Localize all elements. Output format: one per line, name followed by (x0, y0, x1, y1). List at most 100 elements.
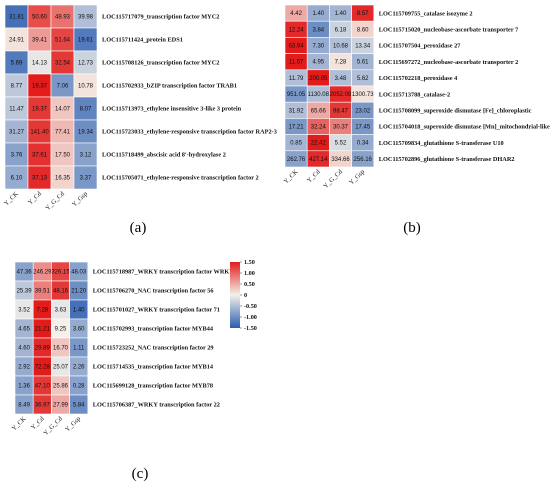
column-label: Y_Cd (30, 415, 46, 431)
cell-value-label: 3.37 (80, 176, 92, 182)
cell-value-label: 30.37 (333, 125, 349, 131)
cell-value-label: 11.57 (289, 60, 304, 66)
column-label: Y_Cd (27, 190, 43, 206)
cell-value-label: 17.45 (355, 125, 371, 131)
cell-value-label: 47.36 (17, 270, 33, 276)
row-label: LOC115711424_protein EDS1 (102, 37, 183, 44)
cell-value-label: 427.14 (309, 157, 328, 163)
row-label: LOC115704018_superoxide dismutase [Mn]_m… (379, 124, 550, 131)
cell-value-label: 21.21 (35, 327, 51, 333)
cell-value-label: 8.57 (357, 11, 369, 17)
cell-value-label: 36.97 (35, 403, 51, 409)
cell-value-label: 262.76 (287, 157, 306, 163)
row-label: LOC115702218_peroxidase 4 (379, 75, 458, 82)
colorbar-tick-label: 0.50 (244, 281, 255, 288)
cell-value-label: 141.40 (30, 130, 49, 136)
cell-value-label: 7.30 (312, 44, 324, 50)
column-label: Y_CK (3, 190, 20, 207)
colorbar-gradient (230, 262, 240, 328)
row-label: LOC115702993_transcription factor MYB44 (93, 326, 214, 333)
row-label: LOC115702933_bZIP transcription factor T… (102, 83, 237, 90)
cell-value-label: 1.40 (312, 11, 324, 17)
cell-value-label: 3.84 (312, 27, 324, 33)
cell-value-label: 25.07 (53, 365, 69, 371)
cell-value-label: 5.84 (73, 403, 85, 409)
column-label: Y_G_Cd (42, 415, 64, 437)
cell-value-label: 77.41 (55, 130, 71, 136)
cell-value-label: 0.34 (357, 141, 369, 147)
cell-value-label: 51.64 (55, 38, 71, 44)
row-label: LOC115708099_superoxide dismutase [Fe]_c… (379, 108, 532, 115)
row-label: LOC115701027_WRKY transcription factor 7… (93, 307, 220, 314)
cell-value-label: 4.60 (18, 346, 30, 352)
heatmap-cell (351, 150, 375, 168)
row-label: LOC115706387_WRKY transcription factor 2… (93, 402, 220, 409)
panel-label: (c) (132, 466, 149, 482)
cell-value-label: 48.16 (53, 289, 69, 295)
cell-value-label: 8.07 (80, 107, 92, 113)
row-label: LOC115718987_WRKY transcription factor W… (93, 269, 241, 276)
cell-value-label: 2.92 (18, 365, 30, 371)
cell-value-label: 3.60 (73, 327, 85, 333)
cell-value-label: 98.47 (333, 108, 349, 114)
cell-value-label: 11.47 (9, 107, 24, 113)
colorbar-tick-label: -0.50 (244, 303, 257, 310)
row-label: LOC115707504_peroxidase 27 (379, 43, 461, 50)
cell-value-label: 200.05 (309, 76, 328, 82)
cell-value-label: 11.79 (289, 76, 304, 82)
cell-value-label: 63.94 (289, 44, 305, 50)
heatmap-cell (69, 394, 89, 415)
cell-value-label: 3.52 (18, 308, 30, 314)
cell-value-label: 7.28 (36, 308, 48, 314)
cell-value-label: 31.27 (9, 130, 25, 136)
cell-value-label: 72.28 (35, 365, 51, 371)
row-label: LOC115709755_catalase isozyme 2 (379, 10, 473, 17)
cell-value-label: 27.99 (53, 403, 69, 409)
cell-value-label: 0.85 (290, 141, 302, 147)
cell-value-label: 12.73 (78, 61, 94, 67)
cell-value-label: 1.40 (335, 11, 347, 17)
row-label: LOC115706270_NAC transcription factor 56 (93, 288, 214, 295)
heatmap-cell (73, 165, 98, 190)
cell-value-label: 3.12 (80, 153, 92, 159)
cell-value-label: 8.49 (18, 403, 30, 409)
row-label: LOC115717079_transcription factor MYC2 (102, 14, 219, 21)
cell-value-label: 1.11 (73, 346, 85, 352)
row-label: LOC115708126_transcription factor MYC2 (102, 60, 219, 67)
cell-value-label: 32.24 (311, 125, 327, 131)
row-label: LOC115723033_ethylene-responsive transcr… (102, 129, 277, 136)
cell-value-label: 1.40 (73, 308, 85, 314)
cell-value-label: 14.07 (55, 107, 71, 113)
cell-value-label: 16.35 (55, 176, 71, 182)
cell-value-label: 6.18 (335, 27, 347, 33)
cell-value-label: 1300.73 (352, 92, 374, 98)
cell-value-label: 5.62 (357, 76, 369, 82)
cell-value-label: 37.61 (32, 153, 48, 159)
cell-value-label: 326.15 (51, 270, 70, 276)
column-label: Y_G_Cd (322, 168, 344, 190)
cell-value-label: 4.65 (18, 327, 30, 333)
cell-value-label: 17.21 (289, 125, 305, 131)
cell-value-label: 7.28 (335, 60, 347, 66)
row-label: LOC115715020_nucleobase-ascorbate transp… (379, 27, 518, 34)
cell-value-label: 65.66 (311, 108, 327, 114)
cell-value-label: 3.63 (55, 308, 67, 314)
panel-label: (b) (403, 220, 421, 236)
colorbar-tick-label: 1.50 (244, 259, 255, 266)
cell-value-label: 19.37 (32, 107, 48, 113)
cell-value-label: 13.34 (355, 44, 371, 50)
row-label: LOC115697272_nucleobase-ascorbate transp… (379, 59, 518, 66)
cell-value-label: 8.77 (11, 84, 23, 90)
cell-value-label: 31.81 (9, 15, 25, 21)
cell-value-label: 6.10 (11, 176, 23, 182)
cell-value-label: 9.25 (55, 327, 67, 333)
panel-label: (a) (130, 220, 147, 236)
colorbar: 1.50 1.00 0.50 0 -0.50 -1.00 -1.50 (230, 259, 257, 332)
cell-value-label: 5.69 (11, 61, 23, 67)
cell-value-label: 1.36 (18, 384, 30, 390)
cell-value-label: 32.54 (55, 61, 71, 67)
cell-value-label: 17.50 (55, 153, 71, 159)
colorbar-tick-label: -1.00 (244, 314, 257, 321)
cell-value-label: 0.28 (73, 384, 85, 390)
cell-value-label: 50.60 (32, 15, 48, 21)
